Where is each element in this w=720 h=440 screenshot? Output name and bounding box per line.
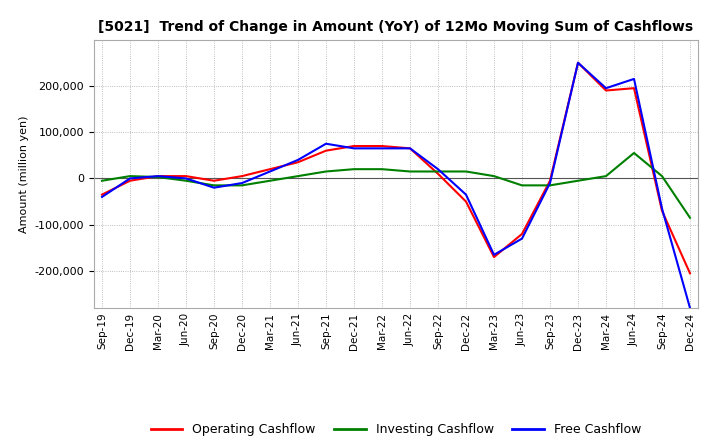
Legend: Operating Cashflow, Investing Cashflow, Free Cashflow: Operating Cashflow, Investing Cashflow, … xyxy=(146,418,646,440)
Title: [5021]  Trend of Change in Amount (YoY) of 12Mo Moving Sum of Cashflows: [5021] Trend of Change in Amount (YoY) o… xyxy=(99,20,693,34)
Y-axis label: Amount (million yen): Amount (million yen) xyxy=(19,115,29,233)
